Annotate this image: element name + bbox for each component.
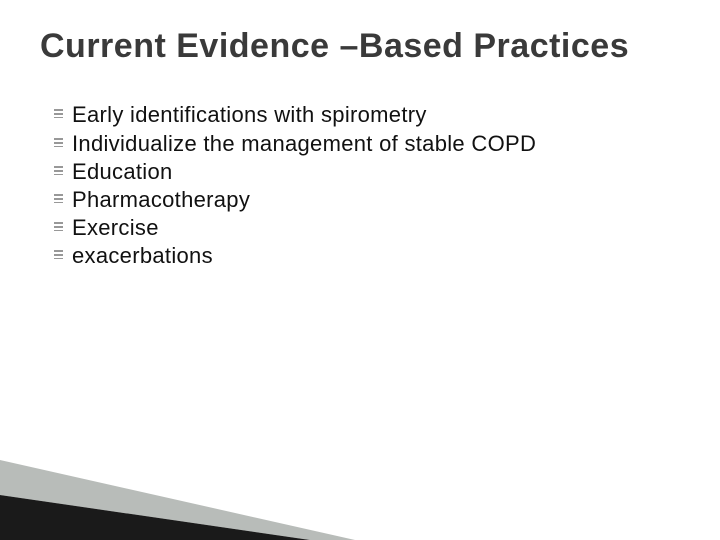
wedge-dark [0, 495, 310, 540]
corner-wedge-icon [0, 440, 360, 540]
wedge-light [0, 460, 355, 540]
bullet-list: Early identifications with spirometry In… [40, 101, 680, 270]
list-item: Pharmacotherapy [54, 186, 680, 214]
list-item: Exercise [54, 214, 680, 242]
list-item: exacerbations [54, 242, 680, 270]
list-item: Education [54, 158, 680, 186]
slide: Current Evidence –Based Practices Early … [0, 0, 720, 540]
list-item: Early identifications with spirometry [54, 101, 680, 129]
page-title: Current Evidence –Based Practices [40, 28, 680, 65]
list-item: Individualize the management of stable C… [54, 130, 680, 158]
